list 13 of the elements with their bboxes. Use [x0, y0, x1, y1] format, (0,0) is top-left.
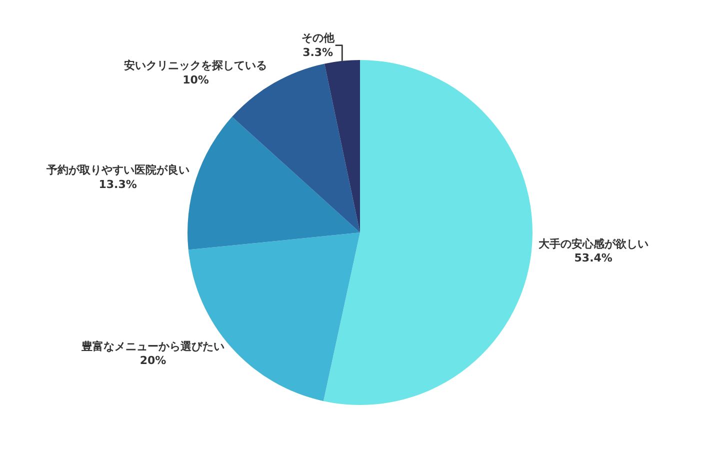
pie-slice: [324, 60, 360, 232]
data-label: 53.4%: [574, 252, 612, 265]
slice-label: 安いクリニックを探している: [124, 59, 268, 72]
slice-label: 大手の安心感が欲しい: [538, 237, 648, 250]
data-label: 20%: [140, 354, 166, 368]
slice-label: 予約が取りやすい医院が良い: [45, 164, 190, 177]
data-label: 10%: [182, 73, 209, 86]
slice-label: 豊富なメニューから選びたい: [80, 340, 224, 353]
data-label: 13.3%: [98, 178, 137, 191]
pie-slice: [188, 116, 360, 250]
data-label: 3.3%: [302, 46, 334, 60]
slice-label: その他: [301, 32, 336, 45]
pie-slice: [323, 60, 532, 405]
